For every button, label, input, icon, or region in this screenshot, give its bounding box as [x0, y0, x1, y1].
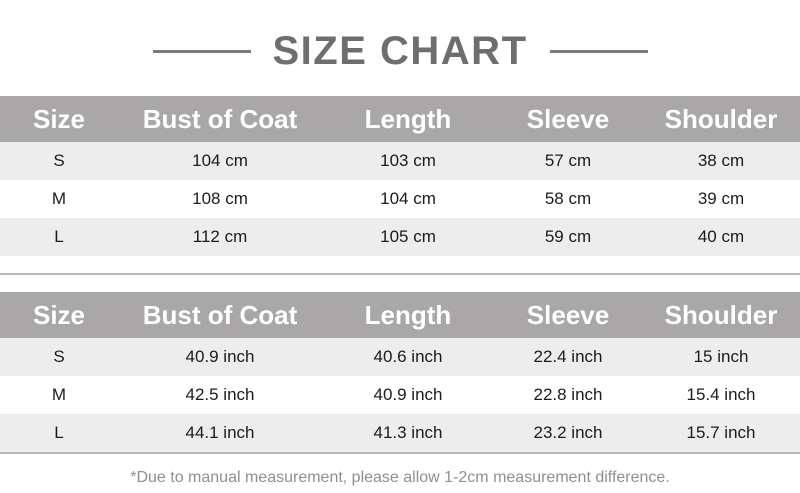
- cell-shoulder: 40 cm: [642, 218, 800, 256]
- cell-length: 40.6 inch: [322, 338, 494, 376]
- size-table-inch-header: Size Bust of Coat Length Sleeve Shoulder: [0, 292, 800, 338]
- measurement-disclaimer: *Due to manual measurement, please allow…: [130, 469, 670, 486]
- table-row: M 108 cm 104 cm 58 cm 39 cm: [0, 180, 800, 218]
- column-header-bust: Bust of Coat: [118, 292, 322, 338]
- column-header-length: Length: [322, 292, 494, 338]
- table-row: S 104 cm 103 cm 57 cm 38 cm: [0, 142, 800, 180]
- cell-length: 103 cm: [322, 142, 494, 180]
- cell-sleeve: 22.4 inch: [494, 338, 642, 376]
- cell-length: 104 cm: [322, 180, 494, 218]
- page-title-block: SIZE CHART: [0, 0, 800, 96]
- cell-sleeve: 58 cm: [494, 180, 642, 218]
- column-header-size: Size: [0, 292, 118, 338]
- cell-size: S: [0, 142, 118, 180]
- cell-bust: 112 cm: [118, 218, 322, 256]
- cell-shoulder: 15 inch: [642, 338, 800, 376]
- column-header-bust: Bust of Coat: [118, 96, 322, 142]
- size-table-cm-wrap: Size Bust of Coat Length Sleeve Shoulder…: [0, 96, 800, 256]
- size-table-inch-wrap: Size Bust of Coat Length Sleeve Shoulder…: [0, 292, 800, 452]
- table-gap: [0, 275, 800, 292]
- column-header-sleeve: Sleeve: [494, 292, 642, 338]
- cell-size: L: [0, 218, 118, 256]
- size-table-cm-header: Size Bust of Coat Length Sleeve Shoulder: [0, 96, 800, 142]
- table-row: S 40.9 inch 40.6 inch 22.4 inch 15 inch: [0, 338, 800, 376]
- size-table-inch: Size Bust of Coat Length Sleeve Shoulder…: [0, 292, 800, 452]
- cell-size: L: [0, 414, 118, 452]
- title-rule-left-icon: [152, 49, 251, 53]
- cell-sleeve: 23.2 inch: [494, 414, 642, 452]
- cell-size: M: [0, 376, 118, 414]
- column-header-length: Length: [322, 96, 494, 142]
- cell-bust: 108 cm: [118, 180, 322, 218]
- size-table-inch-body: S 40.9 inch 40.6 inch 22.4 inch 15 inch …: [0, 338, 800, 452]
- cell-bust: 104 cm: [118, 142, 322, 180]
- cell-bust: 44.1 inch: [118, 414, 322, 452]
- cell-length: 40.9 inch: [322, 376, 494, 414]
- cell-bust: 40.9 inch: [118, 338, 322, 376]
- column-header-sleeve: Sleeve: [494, 96, 642, 142]
- table-row: L 44.1 inch 41.3 inch 23.2 inch 15.7 inc…: [0, 414, 800, 452]
- cell-length: 41.3 inch: [322, 414, 494, 452]
- cell-length: 105 cm: [322, 218, 494, 256]
- cell-sleeve: 59 cm: [494, 218, 642, 256]
- cell-shoulder: 15.4 inch: [642, 376, 800, 414]
- cell-bust: 42.5 inch: [118, 376, 322, 414]
- table-row: L 112 cm 105 cm 59 cm 40 cm: [0, 218, 800, 256]
- footnote-divider: [0, 452, 800, 454]
- cell-shoulder: 39 cm: [642, 180, 800, 218]
- cell-sleeve: 57 cm: [494, 142, 642, 180]
- table-divider: [0, 273, 800, 275]
- column-header-size: Size: [0, 96, 118, 142]
- cell-shoulder: 38 cm: [642, 142, 800, 180]
- column-header-shoulder: Shoulder: [642, 96, 800, 142]
- cell-sleeve: 22.8 inch: [494, 376, 642, 414]
- title-rule-right-icon: [549, 49, 648, 53]
- page-title: SIZE CHART: [272, 29, 528, 73]
- table-header-row: Size Bust of Coat Length Sleeve Shoulder: [0, 292, 800, 338]
- table-row: M 42.5 inch 40.9 inch 22.8 inch 15.4 inc…: [0, 376, 800, 414]
- cell-size: M: [0, 180, 118, 218]
- size-table-cm: Size Bust of Coat Length Sleeve Shoulder…: [0, 96, 800, 256]
- cell-size: S: [0, 338, 118, 376]
- column-header-shoulder: Shoulder: [642, 292, 800, 338]
- cell-shoulder: 15.7 inch: [642, 414, 800, 452]
- size-table-cm-body: S 104 cm 103 cm 57 cm 38 cm M 108 cm 104…: [0, 142, 800, 256]
- table-gap: [0, 256, 800, 273]
- table-header-row: Size Bust of Coat Length Sleeve Shoulder: [0, 96, 800, 142]
